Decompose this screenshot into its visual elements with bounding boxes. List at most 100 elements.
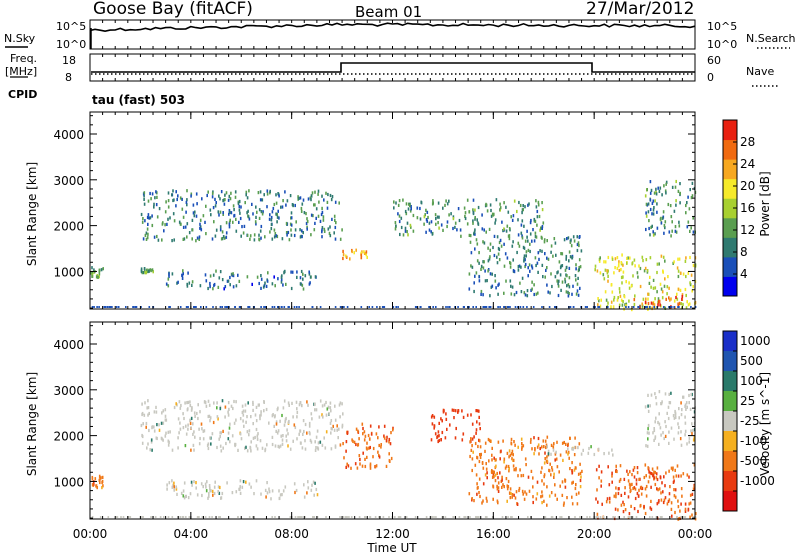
scatter-cell [640,492,643,496]
scatter-cell [549,291,551,295]
scatter-cell [211,432,214,436]
scatter-cell [506,487,509,491]
scatter-cell [148,306,151,308]
scatter-cell [402,233,405,237]
scatter-cell [190,480,193,484]
scatter-cell [162,421,165,425]
scatter-cell [616,469,618,474]
scatter-cell [454,306,456,308]
scatter-cell [577,293,580,297]
scatter-cell [227,401,230,405]
scatter-cell [315,435,318,439]
scatter-cell [301,404,303,408]
colorbar-tick-label: 16 [740,201,755,215]
scatter-cell [508,469,510,473]
scatter-cell [257,432,259,436]
scatter-cell [197,403,199,407]
y-tick-label: 1000 [53,265,84,279]
scatter-cell [519,203,522,208]
scatter-cell [394,227,397,231]
scatter-cell [664,306,667,310]
scatter-cell [509,261,512,266]
scatter-cell [163,229,165,233]
scatter-cell [317,214,320,218]
scatter-cell [690,196,693,200]
scatter-cell [526,294,529,298]
scatter-cell [183,481,186,485]
scatter-cell [290,286,293,291]
scatter-cell [607,269,609,273]
noise-right-tick-bottom: 10^0 [707,38,737,51]
scatter-cell [603,260,605,264]
scatter-cell [302,231,304,235]
scatter-cell [537,436,540,441]
scatter-cell [194,306,196,308]
scatter-cell [671,229,673,233]
scatter-cell [691,432,693,436]
scatter-cell [536,209,539,214]
scatter-cell [502,439,504,443]
scatter-cell [377,450,379,454]
scatter-cell [563,238,566,242]
scatter-cell [190,192,193,196]
scatter-cell [493,456,495,460]
scatter-cell [643,475,646,480]
scatter-cell [517,218,519,222]
scatter-cell [651,224,653,228]
scatter-cell [206,480,208,484]
scatter-cell [575,492,578,496]
scatter-cell [613,494,616,498]
scatter-cell [596,269,599,273]
scatter-cell [604,260,607,264]
scatter-cell [276,215,279,219]
scatter-cell [333,214,336,218]
scatter-cell [246,211,248,215]
scatter-cell [196,516,199,518]
scatter-cell [433,426,435,430]
scatter-cell [575,263,577,267]
scatter-cell [550,443,553,447]
scatter-cell [504,466,507,470]
scatter-cell [354,462,357,466]
scatter-cell [224,198,226,202]
scatter-cell [551,468,554,472]
scatter-cell [298,306,300,308]
scatter-cell [388,452,390,456]
scatter-cell [352,439,354,443]
scatter-cell [620,261,623,265]
scatter-cell [291,270,294,274]
scatter-cell [655,472,658,476]
scatter-cell [614,266,616,270]
scatter-cell [487,437,490,442]
scatter-cell [393,206,395,210]
scatter-cell [310,233,312,237]
scatter-cell [209,281,211,286]
scatter-cell [361,464,364,468]
scatter-cell [541,306,543,308]
scatter-cell [533,292,535,297]
scatter-cell [244,201,246,205]
scatter-cell [552,448,555,452]
scatter-cell [688,207,691,211]
scatter-cell [295,400,298,404]
scatter-cell [134,306,137,308]
scatter-cell [218,194,220,198]
scatter-cell [625,306,627,308]
scatter-cell [670,501,673,505]
scatter-cell [306,217,308,221]
scatter-cell [453,408,455,412]
scatter-cell [148,411,150,416]
scatter-cell [218,213,220,217]
scatter-cell [499,306,501,308]
scatter-cell [198,516,200,518]
scatter-cell [397,306,399,308]
scatter-cell [620,493,623,497]
scatter-cell [345,449,347,453]
scatter-cell [684,415,686,419]
scatter-cell [310,440,313,444]
scatter-cell [227,437,230,441]
scatter-cell [573,453,576,457]
scatter-cell [502,229,504,233]
scatter-cell [283,399,286,403]
scatter-cell [271,282,274,286]
